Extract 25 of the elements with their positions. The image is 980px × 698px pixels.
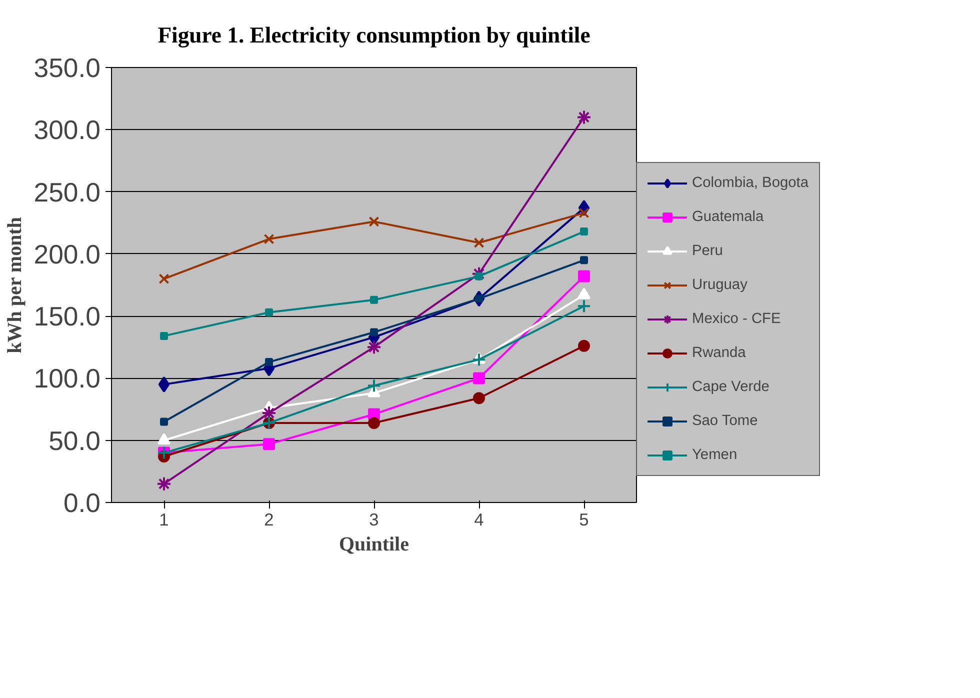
y-axis-title: kWh per month bbox=[4, 217, 26, 354]
y-tick-label: 100.0 bbox=[34, 364, 101, 394]
legend-label: Peru bbox=[692, 243, 723, 259]
y-tick-label: 200.0 bbox=[34, 239, 101, 270]
legend-label: Mexico - CFE bbox=[692, 311, 781, 327]
y-tick-label: 0.0 bbox=[63, 488, 101, 518]
y-tick-label: 300.0 bbox=[34, 115, 101, 146]
legend-label: Guatemala bbox=[692, 209, 764, 225]
x-tick-label: 2 bbox=[264, 510, 274, 530]
x-tick-label: 4 bbox=[474, 510, 484, 530]
chart-title: Figure 1. Electricity consumption by quintile bbox=[158, 22, 590, 48]
x-tick-label: 5 bbox=[579, 510, 589, 530]
legend-label: Colombia, Bogota bbox=[692, 175, 809, 191]
legend-label: Yemen bbox=[692, 447, 738, 463]
legend-label: Cape Verde bbox=[692, 379, 770, 395]
x-tick-label: 1 bbox=[159, 510, 169, 530]
legend-label: Uruguay bbox=[692, 277, 748, 293]
y-tick-label: 50.0 bbox=[48, 426, 101, 456]
legend-label: Rwanda bbox=[692, 345, 746, 361]
legend-label: Sao Tome bbox=[692, 413, 758, 429]
y-tick-label: 350.0 bbox=[34, 53, 101, 83]
y-tick-label: 250.0 bbox=[34, 177, 101, 208]
x-tick-label: 3 bbox=[369, 510, 379, 530]
y-tick-label: 150.0 bbox=[34, 302, 101, 332]
x-axis-title: Quintile bbox=[338, 534, 410, 556]
